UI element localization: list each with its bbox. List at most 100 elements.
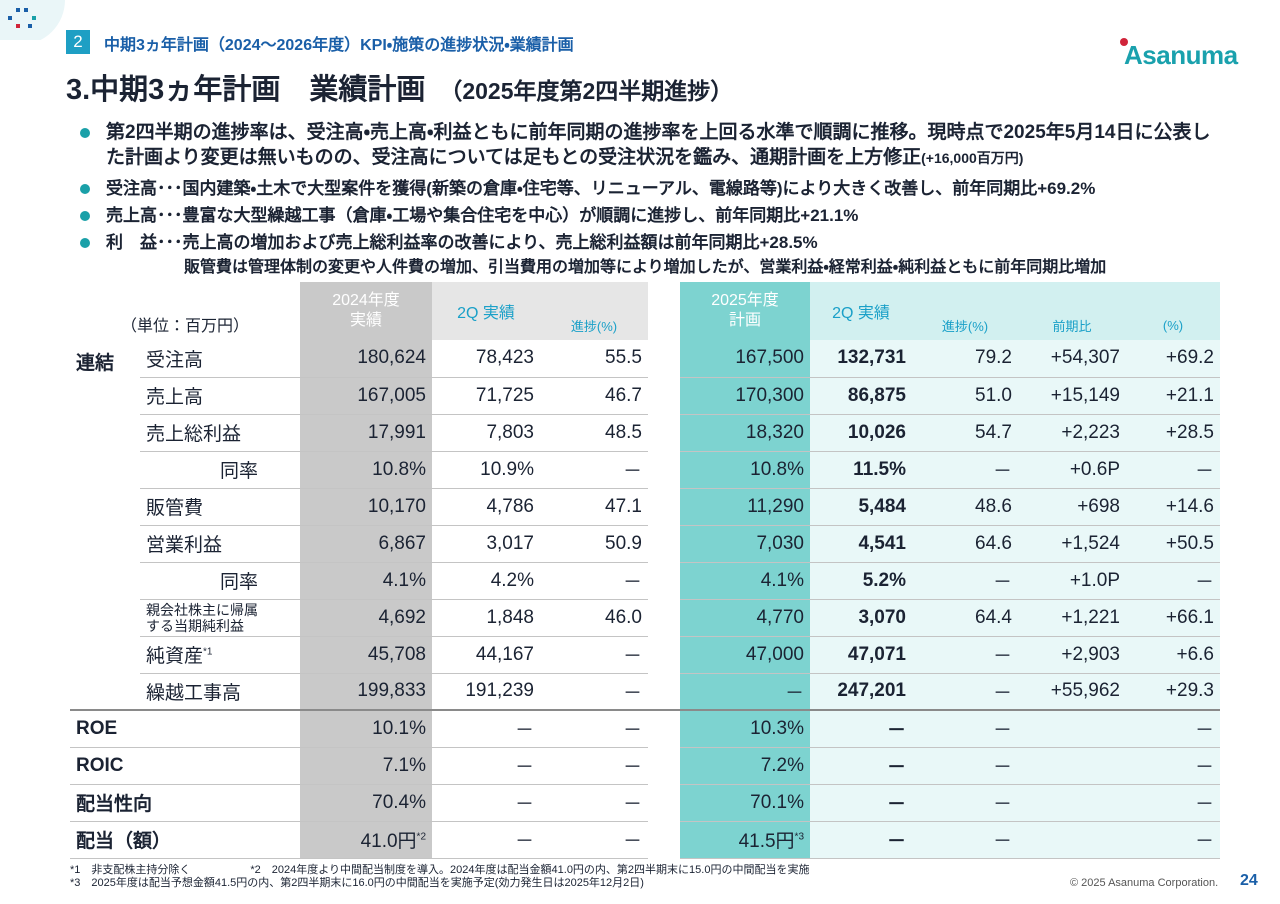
table-row: 同率 4.1% 4.2% － 4.1% 5.2% － +1.0P － — [70, 562, 1220, 600]
table-cell: 55.5 — [540, 340, 648, 378]
bullet-list: 第2四半期の進捗率は、受注高・売上高・利益ともに前年同期の進捗率を上回る水準で順… — [78, 120, 1228, 282]
table-cell: 7.1% — [300, 747, 432, 785]
table-row: 同率 10.8% 10.9% － 10.8% 11.5% － +0.6P － — [70, 451, 1220, 489]
table-cell: 247,201 — [810, 673, 912, 711]
header-cell: (%) — [1126, 311, 1220, 340]
gap — [648, 821, 680, 858]
header-cell: 進捗(%) — [912, 311, 1018, 340]
table-cell: － — [912, 821, 1018, 859]
row-label: 同率 — [140, 451, 300, 489]
table-cell: 4,541 — [810, 525, 912, 563]
table-cell: +1,221 — [1018, 599, 1126, 637]
row-label: 売上高 — [140, 377, 300, 415]
table-cell: － — [540, 451, 648, 489]
copyright: © 2025 Asanuma Corporation. — [1070, 877, 1219, 889]
table-cell: 10.8% — [680, 451, 810, 489]
logo: Asanuma — [1124, 40, 1238, 70]
table-cell: 46.7 — [540, 377, 648, 415]
table-cell: － — [810, 784, 912, 822]
table-cell: 5.2% — [810, 562, 912, 600]
header-blank — [540, 282, 648, 311]
table-cell: 70.1% — [680, 784, 810, 822]
gap — [648, 562, 680, 599]
table-cell: +29.3 — [1126, 673, 1220, 711]
table-cell: － — [540, 821, 648, 859]
cell-value: 41.5円 — [738, 831, 795, 852]
table-cell: － — [432, 710, 540, 748]
gap — [648, 525, 680, 562]
header-cell: 前期比 — [1018, 311, 1126, 340]
table-cell: 44,167 — [432, 636, 540, 674]
table-cell: － — [540, 710, 648, 748]
table-cell: 41.5円*3 — [680, 821, 810, 859]
bullet-note: (+16,000百万円) — [921, 150, 1024, 166]
table-cell: +2,903 — [1018, 636, 1126, 674]
table-cell: +1,524 — [1018, 525, 1126, 563]
table-cell: +69.2 — [1126, 340, 1220, 378]
table-row: 販管費 10,170 4,786 47.1 11,290 5,484 48.6 +698 +14… — [70, 488, 1220, 526]
table-cell — [1018, 710, 1126, 748]
table-cell: － — [432, 747, 540, 785]
table-cell: 47,000 — [680, 636, 810, 674]
header-blank — [1018, 282, 1126, 311]
table-cell: 7,030 — [680, 525, 810, 563]
table-cell: 48.5 — [540, 414, 648, 452]
table-cell: － — [810, 747, 912, 785]
table-cell: 191,239 — [432, 673, 540, 711]
table-cell: － — [1126, 562, 1220, 600]
header-blank — [912, 282, 1018, 311]
table-cell: － — [1126, 821, 1220, 859]
table-cell: 167,500 — [680, 340, 810, 378]
gap — [648, 636, 680, 673]
header-blank — [1126, 282, 1220, 311]
table-cell — [1018, 747, 1126, 785]
table-row: 売上総利益 17,991 7,803 48.5 18,320 10,026 54.7 +2,2… — [70, 414, 1220, 452]
header-cell: 進捗(%) — [540, 311, 648, 340]
table-cell: － — [432, 821, 540, 859]
bullet-text: 利 益･･･売上高の増加および売上総利益率の改善により、売上総利益額は前年同期比… — [106, 233, 818, 252]
unit-label: （単位：百万円） — [70, 311, 300, 340]
bullet: 第2四半期の進捗率は、受注高・売上高・利益ともに前年同期の進捗率を上回る水準で順… — [78, 120, 1228, 171]
table-cell: 50.9 — [540, 525, 648, 563]
table-cell: 18,320 — [680, 414, 810, 452]
table-cell: － — [810, 710, 912, 748]
table-cell: 41.0円*2 — [300, 821, 432, 859]
table-cell: 47,071 — [810, 636, 912, 674]
row-label-text: 同率 — [220, 572, 259, 593]
table-cell: 78,423 — [432, 340, 540, 378]
table-row: 連結 受注高 180,624 78,423 55.5 167,500 132,731 79.2… — [70, 340, 1220, 711]
table-cell: 170,300 — [680, 377, 810, 415]
table-cell: 180,624 — [300, 340, 432, 378]
table-cell: － — [912, 747, 1018, 785]
footnote-ref: *1 — [203, 646, 213, 658]
table-cell: 3,070 — [810, 599, 912, 637]
table-cell: － — [912, 562, 1018, 600]
table-cell: 64.4 — [912, 599, 1018, 637]
table-row: 売上高 167,005 71,725 46.7 170,300 86,875 51.0 +15… — [70, 377, 1220, 415]
table-cell: +15,149 — [1018, 377, 1126, 415]
section-number: 2 — [66, 30, 90, 54]
row-label: 同率 — [140, 562, 300, 600]
table-cell: +28.5 — [1126, 414, 1220, 452]
header-cell: 2Q 実績 — [432, 282, 540, 340]
table-cell: +55,962 — [1018, 673, 1126, 711]
row-label: 営業利益 — [140, 525, 300, 563]
cell-value: 41.0円 — [360, 831, 417, 852]
gap — [648, 599, 680, 636]
table-cell: 167,005 — [300, 377, 432, 415]
table-cell: 4.2% — [432, 562, 540, 600]
table-row: 親会社株主に帰属 する当期純利益 4,692 1,848 46.0 4,770 3,070… — [70, 599, 1220, 637]
row-label-text: 受注高 — [146, 349, 204, 371]
table-cell: － — [1126, 710, 1220, 748]
table-cell: 11.5% — [810, 451, 912, 489]
table-cell: － — [810, 821, 912, 859]
row-label: ROIC — [70, 747, 300, 785]
gap — [648, 747, 680, 784]
table-cell: － — [680, 673, 810, 711]
bullet: 売上高･･･豊富な大型繰越工事（倉庫・工場や集合住宅を中心）が順調に進捗し、前年… — [78, 203, 1228, 228]
bullet-continuation: 販管費は管理体制の変更や人件費の増加、引当費用の増加等により増加したが、営業利益… — [184, 259, 1107, 276]
table-row: ROIC 7.1% －－ 7.2% －－－ — [70, 747, 1220, 785]
row-label-text: 同率 — [220, 461, 259, 482]
table-row: 配当性向 70.4% －－ 70.1% －－－ — [70, 784, 1220, 822]
table-cell: － — [912, 636, 1018, 674]
